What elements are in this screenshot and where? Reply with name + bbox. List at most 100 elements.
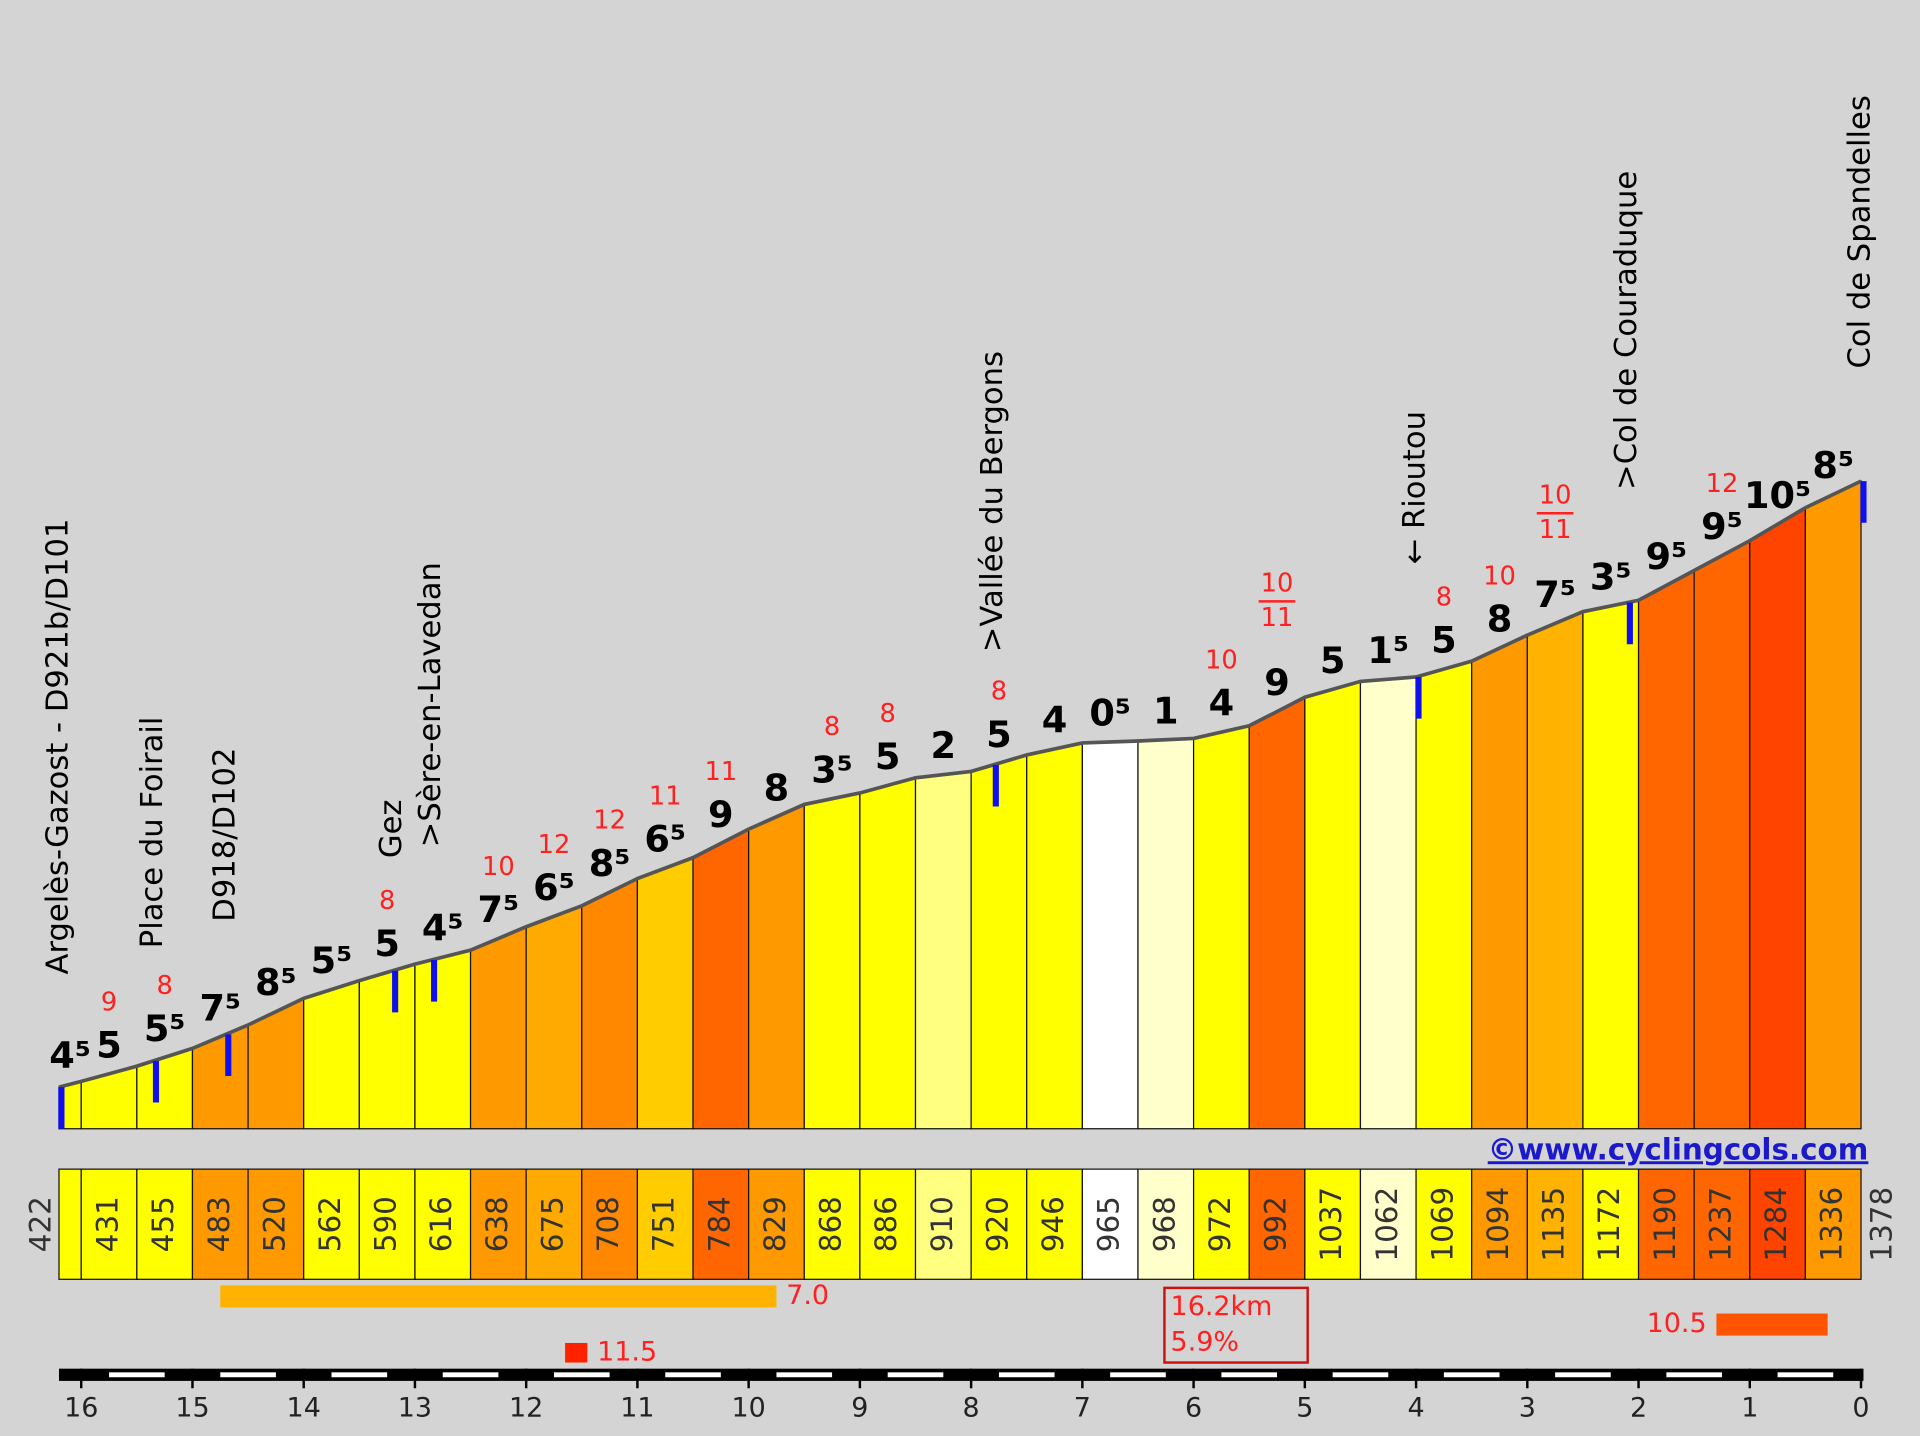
credit[interactable]: ©www.cyclingcols.com — [1488, 1132, 1869, 1166]
gradient-label: 8⁵ — [1812, 444, 1854, 487]
altitude-label: 1378 — [1865, 1187, 1899, 1262]
max-gradient-label: 11 — [649, 782, 682, 812]
axis-dash — [220, 1372, 276, 1378]
altitude-cell — [803, 1168, 861, 1280]
max-gradient-label: 11 — [704, 757, 737, 787]
altitude-label: 1237 — [1703, 1187, 1737, 1262]
waypoint-label: ← Rioutou — [1398, 411, 1433, 564]
altitude-cell — [136, 1168, 194, 1280]
altitude-label: 886 — [869, 1196, 903, 1252]
waypoint-label: >Vallée du Bergons — [975, 351, 1010, 652]
altitude-label: 638 — [480, 1196, 514, 1252]
segment — [1137, 737, 1195, 1130]
axis-dash — [1777, 1372, 1834, 1378]
altitude-label: 1190 — [1648, 1187, 1682, 1262]
max-gradient-label: 10 — [1205, 646, 1238, 676]
altitude-cell — [1693, 1168, 1751, 1280]
waypoint-label: Argelès-Gazost - D921b/D101 — [40, 519, 75, 975]
axis-dash — [665, 1372, 721, 1378]
axis-dash — [109, 1372, 165, 1378]
altitude-cell — [581, 1168, 639, 1280]
segment — [414, 949, 472, 1130]
altitude-label: 751 — [647, 1196, 681, 1252]
segment — [1582, 599, 1640, 1130]
altitude-label: 1094 — [1481, 1187, 1515, 1262]
x-tick-label: 5 — [1296, 1393, 1313, 1424]
altitude-label: 520 — [257, 1196, 291, 1252]
gradient-label: 10⁵ — [1744, 474, 1811, 517]
altitude-label: 972 — [1203, 1196, 1237, 1252]
best-label: 10.5 — [1647, 1308, 1707, 1339]
altitude-cell — [303, 1168, 360, 1280]
altitude-cell — [1248, 1168, 1306, 1280]
segment — [1026, 742, 1083, 1130]
gradient-label: 7⁵ — [199, 986, 241, 1029]
altitude-label: 1062 — [1370, 1187, 1404, 1262]
altitude-cell — [914, 1168, 972, 1280]
x-tick-label: 9 — [851, 1393, 868, 1424]
altitude-cell — [1749, 1168, 1807, 1280]
segment — [1749, 506, 1807, 1130]
altitude-cell — [636, 1168, 694, 1280]
x-tick-label: 14 — [287, 1393, 321, 1424]
altitude-cell — [469, 1168, 527, 1280]
altitude-label: 562 — [313, 1196, 347, 1252]
altitude-cell — [525, 1168, 583, 1280]
segment — [970, 754, 1028, 1130]
altitude-label: 965 — [1092, 1196, 1126, 1252]
altitude-cell — [859, 1168, 917, 1280]
altitude-label: 868 — [814, 1196, 848, 1252]
gradient-label: 1⁵ — [1367, 629, 1409, 672]
max-gradient-label: 8 — [991, 677, 1007, 707]
best-label: 7.0 — [786, 1280, 829, 1311]
altitude-cell — [58, 1168, 82, 1280]
gradient-label: 8 — [1487, 598, 1513, 641]
altitude-label: 910 — [925, 1196, 959, 1252]
max-gradient-label: 12 — [1706, 469, 1739, 499]
altitude-label: 1336 — [1815, 1187, 1849, 1262]
x-tick-label: 0 — [1852, 1393, 1869, 1424]
segment — [303, 979, 360, 1130]
max-gradient-label: 11 — [1261, 603, 1294, 633]
altitude-label: 422 — [23, 1196, 57, 1252]
axis-dash — [1555, 1372, 1611, 1378]
waypoint-label: >Col de Couraduque — [1609, 171, 1644, 490]
waypoint-label: Col de Spandelles — [1843, 95, 1878, 368]
gradient-label: 2 — [931, 724, 957, 767]
gradient-label: 4⁵ — [422, 907, 464, 950]
x-tick-label: 4 — [1408, 1393, 1425, 1424]
altitude-cell — [1582, 1168, 1640, 1280]
x-tick-label: 10 — [732, 1393, 766, 1424]
summary-box — [1163, 1286, 1309, 1364]
total-gradient: 5.9% — [1171, 1326, 1239, 1357]
segment — [1081, 740, 1139, 1130]
gradient-label: 9⁵ — [1646, 535, 1688, 578]
altitude-cell — [1415, 1168, 1473, 1280]
altitude-cell — [1526, 1168, 1584, 1280]
axis-dash — [1443, 1372, 1500, 1378]
altitude-label: 829 — [758, 1196, 792, 1252]
gradient-label: 4⁵ — [49, 1034, 91, 1077]
altitude-label: 483 — [202, 1196, 236, 1252]
segment — [692, 828, 750, 1130]
altitude-cell — [1026, 1168, 1083, 1280]
altitude-label: 1284 — [1759, 1187, 1793, 1262]
altitude-label: 968 — [1147, 1196, 1181, 1252]
best-label: 11.5 — [597, 1336, 657, 1367]
waypoint-label: Gez — [374, 799, 409, 858]
waypoint-label: Place du Foirail — [135, 717, 170, 949]
axis-dash — [887, 1372, 944, 1378]
altitude-cell — [80, 1168, 138, 1280]
axis-bar — [58, 1368, 1864, 1381]
gradient-label: 5 — [1320, 639, 1346, 682]
x-tick-label: 2 — [1630, 1393, 1647, 1424]
x-tick-label: 1 — [1741, 1393, 1758, 1424]
altitude-cell — [1081, 1168, 1139, 1280]
altitude-label: 946 — [1036, 1196, 1070, 1252]
max-gradient-label: 8 — [379, 886, 395, 916]
max-gradient-label: 9 — [101, 987, 117, 1017]
gradient-label: 5 — [1431, 619, 1457, 662]
segment — [748, 803, 805, 1130]
gradient-label: 5⁵ — [144, 1007, 186, 1050]
